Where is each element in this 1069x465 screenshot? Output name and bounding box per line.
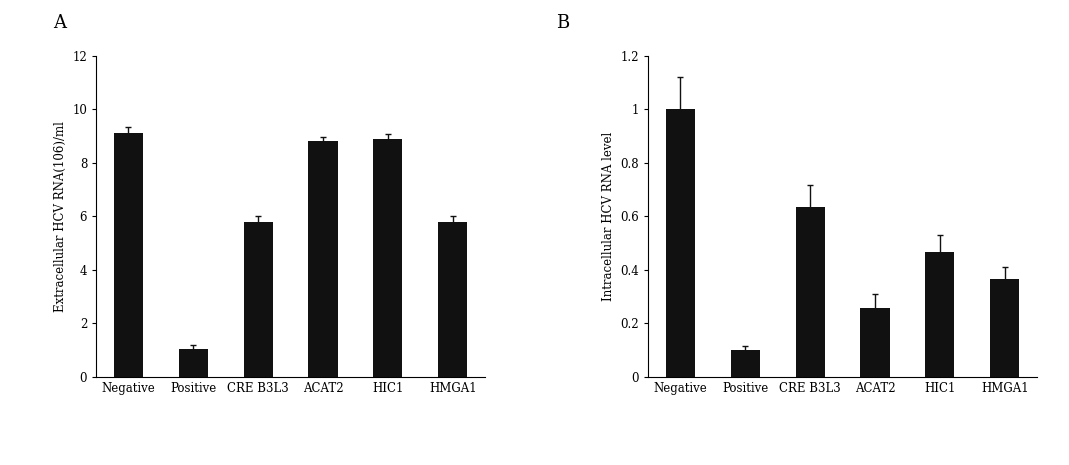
Y-axis label: Extracellular HCV RNA(106)/ml: Extracellular HCV RNA(106)/ml bbox=[53, 121, 66, 312]
Bar bbox=[861, 308, 889, 377]
Bar bbox=[666, 109, 695, 377]
Bar bbox=[926, 252, 955, 377]
Bar bbox=[795, 207, 825, 377]
Bar bbox=[308, 141, 338, 377]
Bar bbox=[373, 139, 402, 377]
Text: A: A bbox=[53, 14, 66, 32]
Bar bbox=[179, 349, 207, 377]
Bar bbox=[114, 133, 143, 377]
Text: B: B bbox=[556, 14, 569, 32]
Bar bbox=[438, 222, 467, 377]
Bar bbox=[990, 279, 1019, 377]
Y-axis label: Intracellular HCV RNA level: Intracellular HCV RNA level bbox=[602, 132, 615, 301]
Bar bbox=[244, 222, 273, 377]
Bar bbox=[731, 350, 760, 377]
